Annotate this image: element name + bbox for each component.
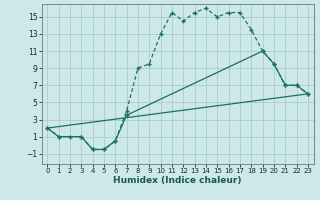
X-axis label: Humidex (Indice chaleur): Humidex (Indice chaleur) bbox=[113, 176, 242, 185]
